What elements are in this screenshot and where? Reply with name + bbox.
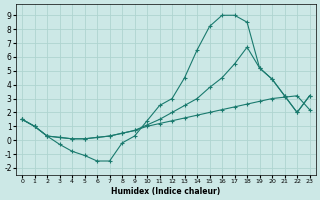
X-axis label: Humidex (Indice chaleur): Humidex (Indice chaleur) <box>111 187 220 196</box>
